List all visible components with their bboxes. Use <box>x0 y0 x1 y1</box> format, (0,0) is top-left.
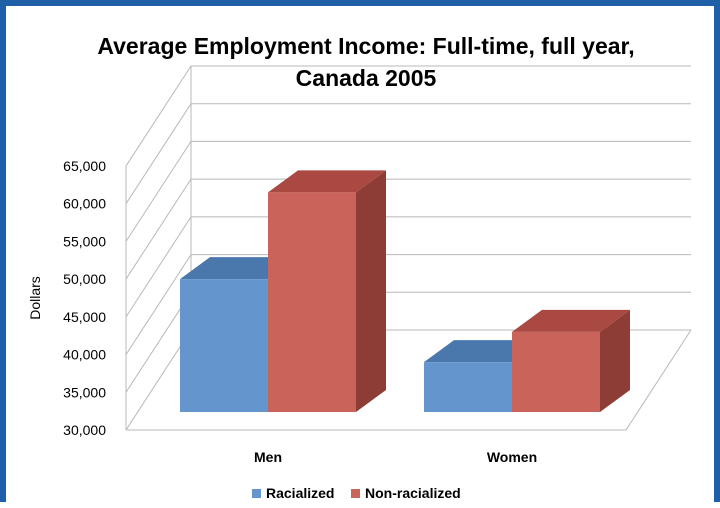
gridline <box>125 103 691 204</box>
y-tick-label: 65,000 <box>63 158 106 174</box>
y-tick-label: 60,000 <box>63 196 106 212</box>
legend-label: Racialized <box>266 485 334 501</box>
bar-top <box>512 309 630 332</box>
bar-top <box>268 170 386 193</box>
y-tick-label: 35,000 <box>63 384 106 400</box>
bar <box>424 362 512 412</box>
bar-side <box>356 170 386 412</box>
legend-swatch <box>252 489 261 498</box>
floor-right-edge <box>625 329 692 431</box>
y-tick-label: 55,000 <box>63 233 106 249</box>
bar <box>268 192 356 412</box>
bar <box>180 279 268 412</box>
bar <box>512 331 600 412</box>
y-tick-label: 50,000 <box>63 271 106 287</box>
y-axis-label: Dollars <box>27 276 43 320</box>
chart: Average Employment Income: Full-time, fu… <box>27 33 692 501</box>
bar-side <box>600 309 630 412</box>
chart-title-line: Canada 2005 <box>296 65 437 91</box>
legend-swatch <box>351 489 360 498</box>
y-tick-label: 40,000 <box>63 347 106 363</box>
x-category-label: Women <box>487 449 537 465</box>
y-tick-label: 30,000 <box>63 422 106 438</box>
chart-title-line: Average Employment Income: Full-time, fu… <box>97 33 634 59</box>
gridline <box>125 140 691 242</box>
x-category-label: Men <box>254 449 282 465</box>
legend-label: Non-racialized <box>365 485 461 501</box>
y-tick-label: 45,000 <box>63 309 106 325</box>
